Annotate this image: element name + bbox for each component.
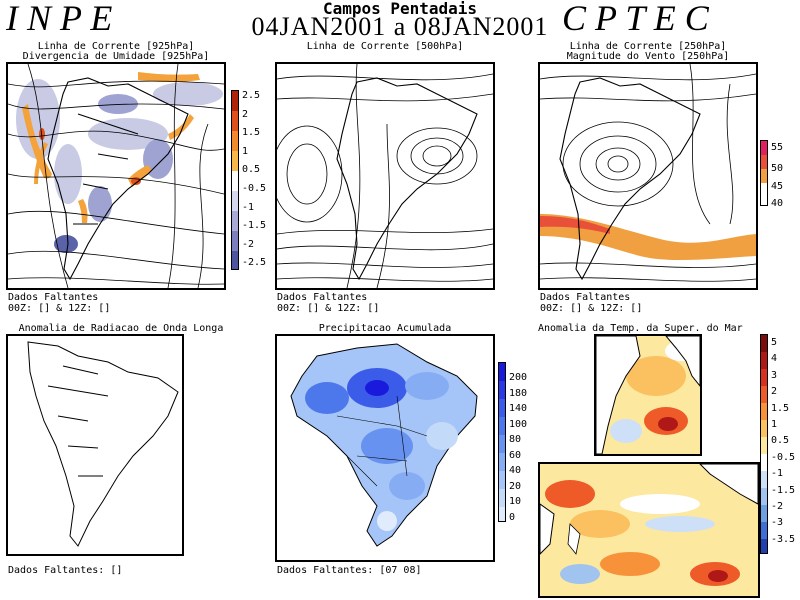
colorbar-sst-tick: 3	[771, 369, 778, 381]
panel-250-missing: Dados Faltantes	[540, 292, 631, 303]
panel-925-subtitle: Divergencia de Umidade [925hPa]	[22, 51, 210, 62]
colorbar-sst-tick: 2	[771, 386, 778, 398]
colorbar-925-tick: 1.5	[242, 127, 261, 139]
colorbar-precip-tick: 180	[509, 387, 528, 399]
panel-925-title: Linha de Corrente [925hPa]	[37, 41, 195, 52]
panel-500-runs: 00Z: [] & 12Z: []	[277, 303, 380, 314]
panel-500-title: Linha de Corrente [500hPa]	[306, 41, 464, 52]
colorbar-925-tick: -2	[242, 238, 255, 250]
colorbar-925-tick: 0.5	[242, 164, 261, 176]
colorbar-250-tick: 40	[771, 198, 784, 209]
inpe-logo-text: I N P E	[6, 0, 113, 38]
colorbar-precip-tick: 200	[509, 372, 528, 383]
map-olr	[6, 334, 184, 556]
colorbar-precip-tick: 80	[509, 434, 522, 445]
colorbar-sst-tick: -1.5	[771, 484, 796, 496]
colorbar-sst-tick: -2	[771, 501, 784, 512]
map-sst-atlantic	[594, 334, 702, 456]
colorbar-precip	[498, 362, 506, 522]
date-start: 04JAN2001	[251, 12, 387, 41]
date-range: 04JAN2001 a 08JAN2001	[0, 12, 800, 42]
panel-500-missing: Dados Faltantes	[277, 292, 368, 303]
date-separator: a	[393, 12, 407, 41]
colorbar-925-tick: -2.5	[242, 257, 267, 269]
colorbar-sst-tick: -1	[771, 468, 784, 480]
colorbar-925-tick: -1	[242, 201, 255, 213]
colorbar-precip-tick: 0	[509, 511, 516, 523]
panel-925-runs: 00Z: [] & 12Z: []	[8, 303, 111, 314]
colorbar-precip-tick: 40	[509, 465, 522, 476]
panel-250-runs: 00Z: [] & 12Z: []	[540, 303, 643, 314]
colorbar-sst-tick: 4	[771, 353, 778, 365]
colorbar-250-tick: 45	[771, 181, 784, 192]
map-sst-global	[538, 462, 760, 598]
map-250hpa	[538, 62, 758, 290]
cptec-logo-text: C P T E C	[562, 0, 709, 38]
map-precip	[275, 334, 495, 562]
colorbar-925-tick: -0.5	[242, 183, 267, 194]
colorbar-precip-tick: 10	[509, 496, 522, 507]
panel-precip-missing: Dados Faltantes: [07 08]	[277, 565, 422, 576]
panel-250-title: Linha de Corrente [250hPa]	[569, 41, 727, 52]
colorbar-925-tick: 1	[242, 145, 249, 157]
panel-250-subtitle: Magnitude do Vento [250hPa]	[566, 51, 730, 62]
panel-olr-missing: Dados Faltantes: []	[8, 565, 123, 576]
map-925hpa	[6, 62, 226, 290]
panel-925-missing: Dados Faltantes	[8, 292, 99, 303]
colorbar-precip-tick: 20	[509, 480, 522, 492]
panel-sst-title: Anomalia da Temp. da Super. do Mar	[538, 323, 743, 334]
map-500hpa	[275, 62, 495, 290]
colorbar-sst-tick: -3.5	[771, 533, 796, 545]
colorbar-925-tick: -1.5	[242, 220, 267, 232]
colorbar-sst-tick: -0.5	[771, 451, 796, 463]
colorbar-sst	[760, 334, 768, 554]
colorbar-precip-tick: 100	[509, 418, 528, 430]
colorbar-925-tick: 2	[242, 108, 249, 120]
colorbar-925	[231, 90, 239, 270]
colorbar-sst-tick: 1.5	[771, 402, 790, 414]
colorbar-925-tick: 2.5	[242, 90, 261, 101]
colorbar-precip-tick: 140	[509, 403, 528, 414]
colorbar-sst-tick: -3	[771, 517, 784, 529]
colorbar-sst-tick: 0.5	[771, 435, 790, 447]
colorbar-250	[760, 140, 768, 206]
colorbar-precip-tick: 60	[509, 449, 522, 461]
page-title: Campos Pentadais	[322, 0, 478, 18]
date-end: 08JAN2001	[413, 12, 549, 41]
colorbar-sst-tick: 5	[771, 337, 778, 348]
colorbar-250-tick: 50	[771, 163, 784, 174]
colorbar-250-tick: 55	[771, 142, 784, 153]
panel-olr-title: Anomalia de Radiacao de Onda Longa	[18, 323, 224, 334]
colorbar-sst-tick: 1	[771, 419, 778, 430]
panel-precip-title: Precipitacao Acumulada	[318, 323, 452, 334]
